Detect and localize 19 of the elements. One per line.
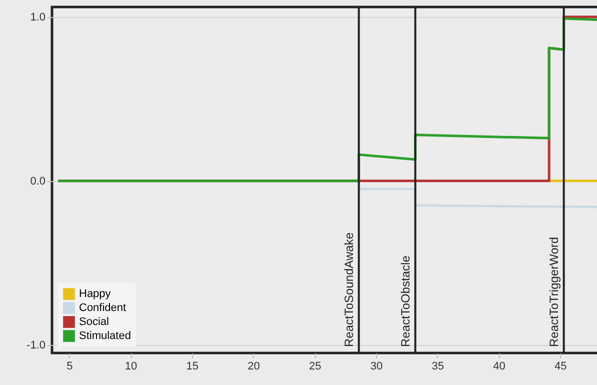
x-tick-label: 40 xyxy=(493,360,506,372)
x-tick-label: 5 xyxy=(66,360,73,372)
legend-label: Happy xyxy=(79,288,112,300)
legend-label: Confident xyxy=(79,302,126,314)
legend-label: Stimulated xyxy=(79,330,131,342)
y-tick-label: 1.0 xyxy=(30,11,46,24)
y-tick-label: -1.0 xyxy=(26,339,46,352)
ref-line-label: ReactToObstacle xyxy=(398,255,412,347)
legend-label: Social xyxy=(79,316,109,328)
y-tick-label: 0.0 xyxy=(30,175,46,188)
x-tick-label: 25 xyxy=(309,360,322,372)
x-tick-label: 45 xyxy=(554,360,567,372)
x-tick-label: 15 xyxy=(186,360,199,372)
x-tick-label: 35 xyxy=(432,360,444,372)
x-tick-label: 30 xyxy=(370,360,383,372)
ref-line-label: ReactToTriggerWord xyxy=(546,236,561,347)
ref-line-label: ReactToSoundAwake xyxy=(342,232,356,347)
x-tick-label: 20 xyxy=(248,360,260,372)
x-tick-label: 10 xyxy=(124,360,138,372)
